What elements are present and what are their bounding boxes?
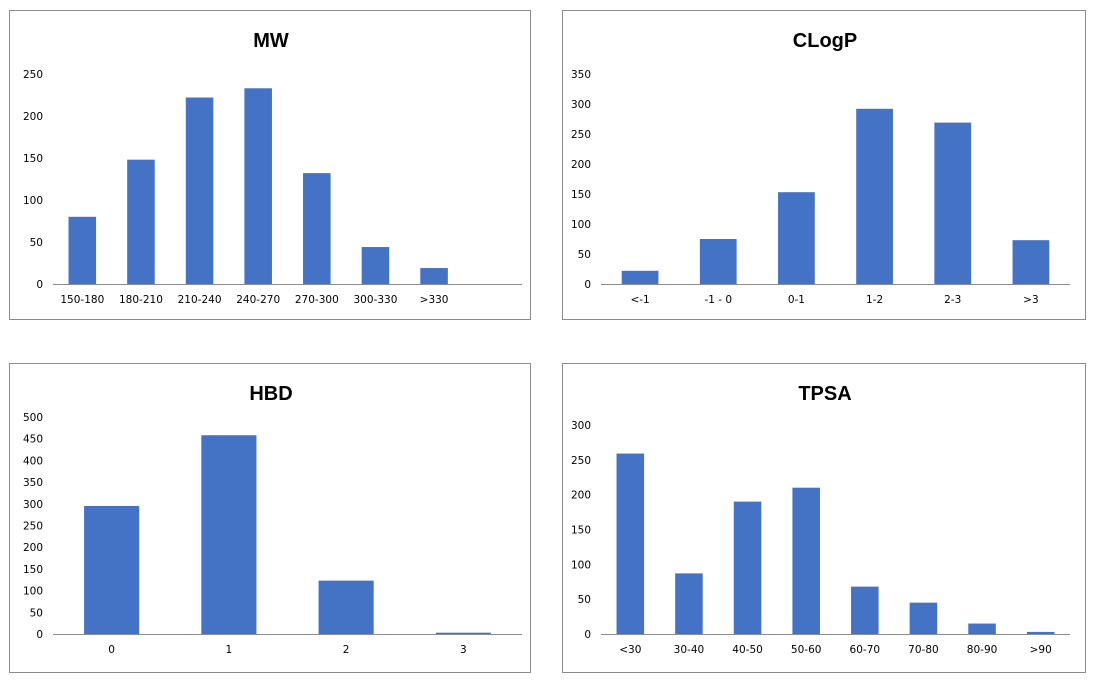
- chart-2-ytick-label: 150: [23, 564, 43, 576]
- chart-2-ytick-label: 400: [23, 455, 43, 467]
- chart-2-ytick-label: 50: [30, 607, 43, 619]
- chart-0-xtick-label: 240-270: [236, 294, 280, 306]
- chart-2-xtick-label: 3: [460, 644, 467, 656]
- chart-3-ytick-label: 300: [571, 420, 591, 432]
- chart-2-xtick-label: 2: [343, 644, 350, 656]
- chart-3-xtick-label: 50-60: [791, 644, 822, 656]
- chart-3-xtick-label: 80-90: [967, 644, 998, 656]
- chart-1-ytick-label: 200: [571, 159, 591, 171]
- chart-0-bar: [420, 268, 448, 284]
- chart-1-title: CLogP: [793, 30, 857, 52]
- chart-2-ytick-label: 300: [23, 499, 43, 511]
- chart-3-xtick-label: 60-70: [850, 644, 881, 656]
- chart-1-ytick-label: 100: [571, 219, 591, 231]
- chart-svg-tpsa: TPSA 0 50 100 150 200 250 300 <30 30-40 40-50 50-60…: [571, 383, 1070, 656]
- chart-0-title: MW: [253, 30, 289, 52]
- chart-1-bar: [856, 108, 893, 284]
- chart-3-bar: [733, 501, 762, 634]
- chart-1-ytick-label: 250: [571, 129, 591, 141]
- chart-3-ytick-label: 200: [571, 490, 591, 502]
- chart-0-xtick-label: 210-240: [178, 294, 222, 306]
- chart-2-bar: [435, 632, 491, 634]
- chart-1-ytick-label: 350: [571, 69, 591, 81]
- chart-3-bar: [1026, 631, 1055, 634]
- chart-1-xtick-label: 0-1: [788, 294, 805, 306]
- chart-panel-hbd: HBD 0 50 100 150 200 250 300 350 400 450 500 0 1 2 3: [9, 363, 531, 673]
- chart-3-xtick-label: 70-80: [908, 644, 939, 656]
- chart-0-ytick-label: 50: [30, 237, 43, 249]
- chart-svg-clogp: CLogP 0 50 100 150 200 250 300 350 <-1 -1 - 0 0-1 1-…: [571, 30, 1070, 306]
- chart-1-xtick-label: >3: [1023, 294, 1038, 306]
- chart-2-ytick-label: 250: [23, 521, 43, 533]
- chart-0-ytick-label: 200: [23, 111, 43, 123]
- chart-svg-hbd: HBD 0 50 100 150 200 250 300 350 400 450 500 0 1 2 3: [23, 383, 522, 656]
- chart-0-bar: [185, 97, 214, 285]
- chart-1-bar: [1012, 240, 1050, 284]
- chart-3-xtick-label: 40-50: [732, 644, 763, 656]
- chart-0-ytick-label: 150: [23, 153, 43, 165]
- chart-2-bar: [201, 435, 257, 634]
- chart-3-bar: [909, 602, 938, 634]
- chart-1-bar: [621, 270, 659, 284]
- chart-3-bar: [792, 487, 820, 634]
- chart-2-bar: [318, 580, 374, 634]
- chart-3-ytick-label: 250: [571, 455, 591, 467]
- chart-0-xtick-label: 270-300: [295, 294, 339, 306]
- chart-2-ytick-label: 450: [23, 434, 43, 446]
- chart-1-ytick-label: 150: [571, 189, 591, 201]
- chart-2-ytick-label: 0: [36, 629, 43, 641]
- chart-1-xtick-label: 2-3: [944, 294, 961, 306]
- chart-1-xtick-label: -1 - 0: [704, 294, 732, 306]
- chart-1-ytick-label: 50: [578, 249, 591, 261]
- chart-1-ytick-label: 300: [571, 99, 591, 111]
- chart-2-title: HBD: [249, 383, 292, 405]
- chart-0-bar: [303, 173, 331, 284]
- chart-0-xtick-label: >330: [420, 294, 449, 306]
- chart-1-ytick-label: 0: [584, 279, 591, 291]
- chart-panel-mw: MW 0 50 100 150 200 250 150-180 180-210 210-240 24…: [9, 10, 531, 320]
- chart-0-xtick-label: 150-180: [60, 294, 104, 306]
- chart-0-ytick-label: 0: [36, 279, 43, 291]
- chart-3-ytick-label: 50: [578, 594, 591, 606]
- chart-svg-mw: MW 0 50 100 150 200 250 150-180 180-210 210-240 24…: [23, 30, 522, 306]
- chart-2-bar: [84, 505, 140, 634]
- chart-3-xtick-label: <30: [619, 644, 641, 656]
- chart-0-xtick-label: 180-210: [119, 294, 163, 306]
- chart-2-ytick-label: 500: [23, 412, 43, 424]
- chart-3-bar: [968, 623, 996, 634]
- chart-3-ytick-label: 100: [571, 559, 591, 571]
- chart-3-bar: [851, 586, 879, 634]
- chart-2-ytick-label: 200: [23, 542, 43, 554]
- chart-3-title: TPSA: [798, 383, 851, 405]
- chart-0-bar: [127, 159, 155, 284]
- chart-1-bar: [699, 239, 737, 284]
- chart-2-ytick-label: 100: [23, 586, 43, 598]
- chart-0-bar: [244, 88, 272, 284]
- chart-0-ytick-label: 100: [23, 195, 43, 207]
- chart-1-bar: [934, 122, 972, 284]
- chart-panel-clogp: CLogP 0 50 100 150 200 250 300 350 <-1 -1 - 0 0-1 1-…: [562, 10, 1086, 320]
- chart-0-xtick-label: 300-330: [354, 294, 398, 306]
- chart-3-xtick-label: >90: [1030, 644, 1052, 656]
- chart-2-xtick-label: 1: [226, 644, 233, 656]
- chart-2-xtick-label: 0: [108, 644, 115, 656]
- chart-3-xtick-label: 30-40: [674, 644, 705, 656]
- chart-0-bar: [361, 247, 390, 284]
- chart-3-bar: [616, 453, 645, 634]
- chart-3-ytick-label: 0: [584, 629, 591, 641]
- chart-3-ytick-label: 150: [571, 525, 591, 537]
- chart-panel-tpsa: TPSA 0 50 100 150 200 250 300 <30 30-40 40-50 50-60…: [562, 363, 1086, 673]
- chart-0-bar: [68, 216, 97, 284]
- chart-1-bar: [778, 192, 815, 284]
- chart-2-ytick-label: 350: [23, 477, 43, 489]
- chart-1-xtick-label: <-1: [630, 294, 649, 306]
- chart-0-ytick-label: 250: [23, 69, 43, 81]
- chart-3-bar: [675, 573, 703, 634]
- chart-1-xtick-label: 1-2: [866, 294, 883, 306]
